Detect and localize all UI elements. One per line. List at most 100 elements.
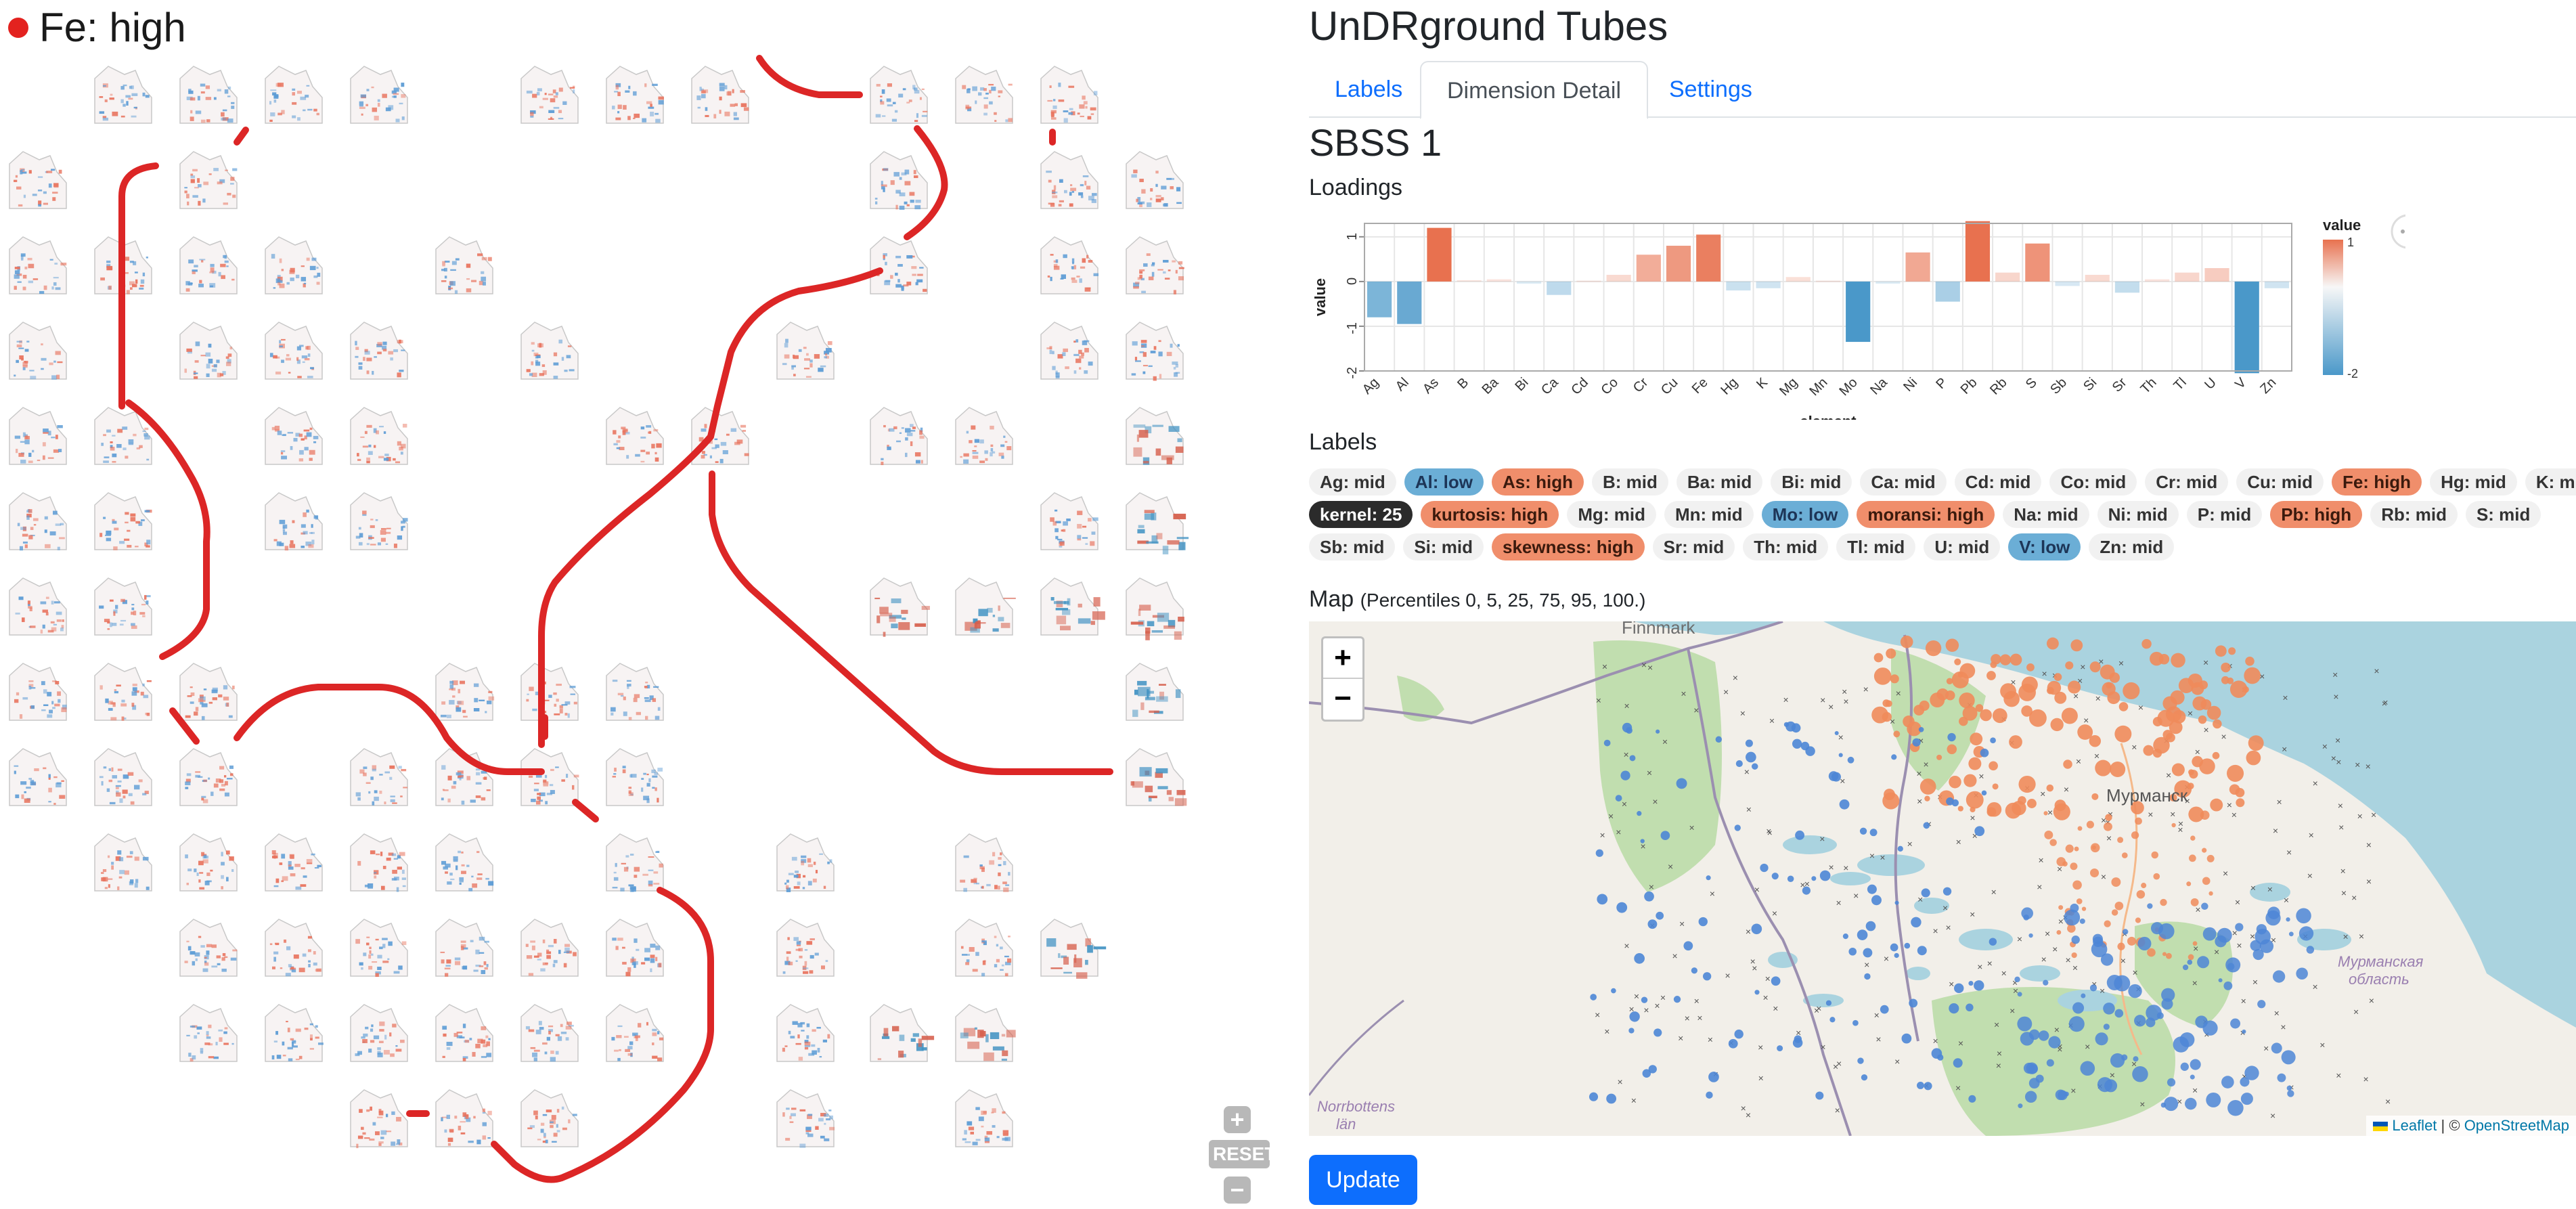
mini-map-thumbnail[interactable] (350, 748, 408, 806)
mini-map-thumbnail[interactable] (179, 151, 238, 209)
mini-map-thumbnail[interactable] (606, 407, 664, 465)
mini-map-thumbnail[interactable] (350, 919, 408, 977)
mini-map-thumbnail[interactable] (9, 577, 67, 636)
mini-map-thumbnail[interactable] (179, 66, 238, 124)
mini-map-thumbnail[interactable] (776, 1004, 835, 1062)
map-view[interactable]: × × × × × × × × × × × × × × × × × × × × × × × × × × × × × × × × × × × × × × × ×… (1309, 621, 2576, 1136)
mini-map-thumbnail[interactable] (350, 492, 408, 550)
mini-map-thumbnail[interactable] (435, 1004, 493, 1062)
mini-map-thumbnail[interactable] (435, 919, 493, 977)
mini-map-thumbnail[interactable] (9, 663, 67, 721)
mini-map-thumbnail[interactable] (955, 1089, 1013, 1147)
mini-map-thumbnail[interactable] (955, 577, 1016, 636)
mini-map-thumbnail[interactable] (94, 492, 152, 550)
mini-map-thumbnail[interactable] (1040, 919, 1107, 979)
label-chip[interactable]: Ag: mid (1309, 468, 1396, 496)
label-chip[interactable]: As: high (1491, 468, 1584, 496)
mini-map-thumbnail[interactable] (265, 833, 323, 892)
label-chip[interactable]: Zn: mid (2089, 533, 2175, 560)
mini-map-thumbnail[interactable] (94, 407, 152, 465)
label-chip[interactable]: S: mid (2465, 501, 2541, 528)
mini-map-thumbnail[interactable] (265, 919, 323, 977)
label-chip[interactable]: Fe: high (2331, 468, 2422, 496)
label-chip[interactable]: Rb: mid (2370, 501, 2458, 528)
tube-zoom-out-button[interactable]: − (1224, 1176, 1251, 1204)
mini-map-thumbnail[interactable] (870, 151, 928, 210)
mini-map-thumbnail[interactable] (94, 748, 152, 806)
mini-map-thumbnail[interactable] (179, 1004, 238, 1062)
update-button[interactable]: Update (1309, 1155, 1417, 1205)
mini-map-thumbnail[interactable] (955, 1004, 1016, 1062)
mini-map-thumbnail[interactable] (179, 919, 238, 977)
mini-map-thumbnail[interactable] (435, 663, 495, 721)
mini-map-thumbnail[interactable] (606, 833, 664, 892)
label-chip[interactable]: Tl: mid (1836, 533, 1916, 560)
mini-map-thumbnail[interactable] (435, 833, 494, 892)
label-chip[interactable]: U: mid (1924, 533, 2001, 560)
mini-map-thumbnail[interactable] (350, 1089, 408, 1149)
mini-map-thumbnail[interactable] (520, 748, 579, 806)
tube-map-canvas[interactable] (0, 0, 1279, 1209)
chart-actions-button[interactable] (2391, 214, 2405, 249)
mini-map-thumbnail[interactable] (1126, 663, 1184, 721)
label-chip[interactable]: P: mid (2186, 501, 2263, 528)
mini-map-thumbnail[interactable] (94, 577, 152, 636)
label-chip[interactable]: Pb: high (2270, 501, 2363, 528)
mini-map-thumbnail[interactable] (520, 1004, 579, 1062)
tube-map-panel[interactable]: Fe: high + RESET − (0, 0, 1279, 1209)
label-chip[interactable]: Cr: mid (2145, 468, 2229, 496)
mini-map-thumbnail[interactable] (265, 322, 323, 380)
mini-map-thumbnail[interactable] (955, 66, 1013, 124)
mini-map-thumbnail[interactable] (870, 236, 928, 294)
mini-map-thumbnail[interactable] (9, 407, 67, 465)
mini-map-thumbnail[interactable] (1040, 236, 1099, 294)
tube-zoom-in-button[interactable]: + (1224, 1105, 1251, 1133)
mini-map-thumbnail[interactable] (1040, 151, 1098, 209)
label-chip[interactable]: Ca: mid (1860, 468, 1947, 496)
map-layer[interactable]: × × × × × × × × × × × × × × × × × × × × × × × × × × × × × × × × × × × × × × × ×… (1309, 621, 2576, 1136)
label-chip[interactable]: Ba: mid (1676, 468, 1763, 496)
map-zoom-in-button[interactable]: + (1323, 638, 1362, 679)
mini-map-thumbnail[interactable] (1040, 322, 1098, 380)
mini-map-thumbnail[interactable] (9, 322, 67, 380)
mini-map-thumbnail[interactable] (776, 322, 835, 380)
mini-map-thumbnail[interactable] (606, 663, 664, 721)
label-chip[interactable]: Al: low (1404, 468, 1484, 496)
mini-map-thumbnail[interactable] (776, 1089, 835, 1148)
map-zoom-out-button[interactable]: − (1334, 682, 1352, 715)
mini-map-thumbnail[interactable] (9, 236, 67, 294)
mini-map-thumbnail[interactable] (606, 1004, 664, 1062)
mini-map-thumbnail[interactable] (520, 66, 579, 124)
mini-map-thumbnail[interactable] (870, 66, 928, 124)
label-chip[interactable]: Na: mid (2003, 501, 2089, 528)
mini-map-thumbnail[interactable] (955, 833, 1013, 892)
label-chip[interactable]: Bi: mid (1771, 468, 1852, 496)
label-chip[interactable]: Mg: mid (1567, 501, 1656, 528)
mini-map-thumbnail[interactable] (350, 833, 408, 892)
label-chip[interactable]: Cu: mid (2236, 468, 2324, 496)
mini-map-thumbnail[interactable] (94, 66, 152, 124)
mini-map-thumbnail[interactable] (94, 663, 152, 721)
mini-map-thumbnail[interactable] (691, 66, 749, 124)
label-chip[interactable]: Mn: mid (1664, 501, 1754, 528)
mini-map-thumbnail[interactable] (1040, 66, 1098, 124)
mini-map-thumbnail[interactable] (350, 1004, 408, 1062)
mini-map-thumbnail[interactable] (1126, 236, 1184, 294)
mini-map-thumbnail[interactable] (265, 236, 323, 294)
mini-map-thumbnail[interactable] (1126, 492, 1189, 554)
mini-map-thumbnail[interactable] (955, 919, 1013, 977)
mini-map-thumbnail[interactable] (1126, 322, 1184, 381)
label-chip[interactable]: Cd: mid (1954, 468, 2042, 496)
mini-map-thumbnail[interactable] (1040, 577, 1105, 636)
tab-settings[interactable]: Settings (1669, 76, 1752, 102)
mini-map-thumbnail[interactable] (435, 1089, 493, 1147)
mini-map-thumbnail[interactable] (520, 1089, 579, 1147)
mini-map-thumbnail[interactable] (350, 322, 408, 380)
mini-map-thumbnail[interactable] (520, 322, 579, 380)
mini-map-thumbnail[interactable] (265, 407, 323, 465)
tab-labels[interactable]: Labels (1335, 76, 1403, 102)
mini-map-thumbnail[interactable] (606, 66, 664, 124)
mini-map-thumbnail[interactable] (1126, 151, 1184, 209)
label-chip[interactable]: Th: mid (1743, 533, 1829, 560)
mini-map-thumbnail[interactable] (179, 236, 238, 294)
